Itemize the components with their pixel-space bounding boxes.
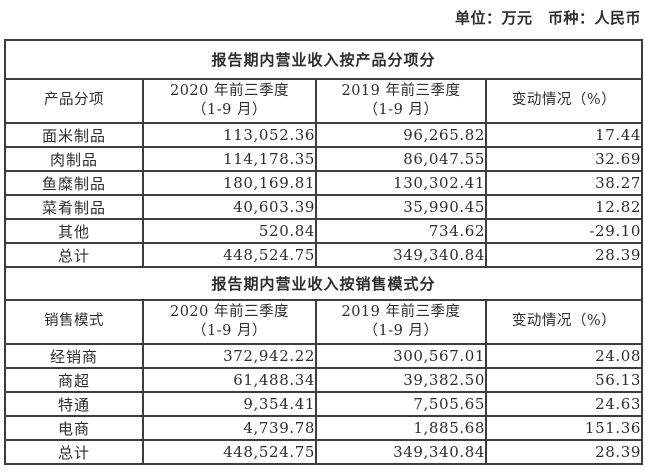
change-pct: 17.44 [484,122,644,148]
value-2020: 61,488.34 [142,367,317,393]
col-header-2020: 2020 年前三季度 （1-9 月） [142,299,317,345]
value-2020: 9,354.41 [142,391,317,417]
col-header-2020-line1: 2020 年前三季度 [169,82,289,99]
change-pct: 28.39 [484,439,644,465]
col-header-2020: 2020 年前三季度 （1-9 月） [142,78,317,124]
col-header-2019-line1: 2019 年前三季度 [341,82,461,99]
col-header-2020-line2: （1-9 月） [192,323,267,339]
row-label: 电商 [4,415,144,441]
row-label: 总计 [4,242,144,268]
col-header-2019-line1: 2019 年前三季度 [341,303,461,320]
value-2020: 4,739.78 [142,415,317,441]
change-pct: 56.13 [484,367,644,393]
col-header-2019-line2: （1-9 月） [363,102,439,118]
value-2019: 734.62 [315,218,487,244]
header-row-sales: 销售模式 2020 年前三季度 （1-9 月） 2019 年前三季度 （1-9 … [4,299,644,345]
col-header-product-category: 产品分项 [4,78,144,124]
value-2020: 113,052.36 [142,122,317,148]
row-label: 鱼糜制品 [4,170,144,196]
row-label: 菜肴制品 [4,194,144,220]
table-row-supermarket: 商超 61,488.34 39,382.50 56.13 [4,367,644,393]
col-header-2019-line2: （1-9 月） [363,323,439,339]
col-header-2019: 2019 年前三季度 （1-9 月） [315,78,487,124]
value-2019: 300,567.01 [315,343,487,369]
row-label: 商超 [4,367,144,393]
col-header-sales-model: 销售模式 [4,299,144,345]
change-pct: 28.39 [484,242,644,268]
header-row-product: 产品分项 2020 年前三季度 （1-9 月） 2019 年前三季度 （1-9 … [4,78,644,124]
value-2019: 130,302.41 [315,170,487,196]
change-pct: 24.08 [484,343,644,369]
value-2020: 114,178.35 [142,146,317,172]
revenue-table: 报告期内营业收入按产品分项分 产品分项 2020 年前三季度 （1-9 月） 2… [3,39,644,465]
row-label: 特通 [4,391,144,417]
value-2020: 180,169.81 [142,170,317,196]
table-row-other: 其他 520.84 734.62 -29.10 [4,218,644,244]
value-2020: 448,524.75 [142,439,317,465]
value-2020: 372,942.22 [142,343,317,369]
col-header-2020-line2: （1-9 月） [192,102,267,118]
col-header-2020-line1: 2020 年前三季度 [169,303,289,320]
change-pct: 32.69 [484,146,644,172]
row-label: 总计 [4,439,144,465]
table-row-dish: 菜肴制品 40,603.39 35,990.45 12.82 [4,194,644,220]
col-header-change-pct: 变动情况（%） [484,299,644,345]
value-2019: 39,382.50 [315,367,487,393]
value-2019: 7,505.65 [315,391,487,417]
value-2019: 96,265.82 [315,122,487,148]
value-2020: 448,524.75 [142,242,317,268]
value-2019: 1,885.68 [315,415,487,441]
row-label: 肉制品 [4,146,144,172]
value-2019: 35,990.45 [315,194,487,220]
value-2019: 349,340.84 [315,242,487,268]
row-label: 经销商 [4,343,144,369]
row-label: 其他 [4,218,144,244]
value-2020: 40,603.39 [142,194,317,220]
change-pct: 151.36 [484,415,644,441]
value-2019: 86,047.55 [315,146,487,172]
section-title-product: 报告期内营业收入按产品分项分 [3,39,644,80]
table-row-noodle-rice: 面米制品 113,052.36 96,265.82 17.44 [4,122,644,148]
section-title-row-product: 报告期内营业收入按产品分项分 [3,39,644,80]
table-row-distributor: 经销商 372,942.22 300,567.01 24.08 [4,343,644,369]
unit-currency-label: 单位：万元 币种：人民币 [454,9,641,27]
table-row-surimi: 鱼糜制品 180,169.81 130,302.41 38.27 [4,170,644,196]
table-row-total-product: 总计 448,524.75 349,340.84 28.39 [4,242,644,268]
col-header-change-pct: 变动情况（%） [484,78,644,124]
change-pct: 38.27 [484,170,644,196]
change-pct: 24.63 [484,391,644,417]
row-label: 面米制品 [4,122,144,148]
change-pct: -29.10 [484,218,644,244]
table-row-ecommerce: 电商 4,739.78 1,885.68 151.36 [4,415,644,441]
table-row-special-channel: 特通 9,354.41 7,505.65 24.63 [4,391,644,417]
table-row-meat: 肉制品 114,178.35 86,047.55 32.69 [4,146,644,172]
col-header-2019: 2019 年前三季度 （1-9 月） [315,299,487,345]
section-title-sales: 报告期内营业收入按销售模式分 [3,266,644,301]
change-pct: 12.82 [484,194,644,220]
section-title-row-sales: 报告期内营业收入按销售模式分 [3,266,644,301]
value-2019: 349,340.84 [315,439,487,465]
table-row-total-sales: 总计 448,524.75 349,340.84 28.39 [4,439,644,465]
value-2020: 520.84 [142,218,317,244]
